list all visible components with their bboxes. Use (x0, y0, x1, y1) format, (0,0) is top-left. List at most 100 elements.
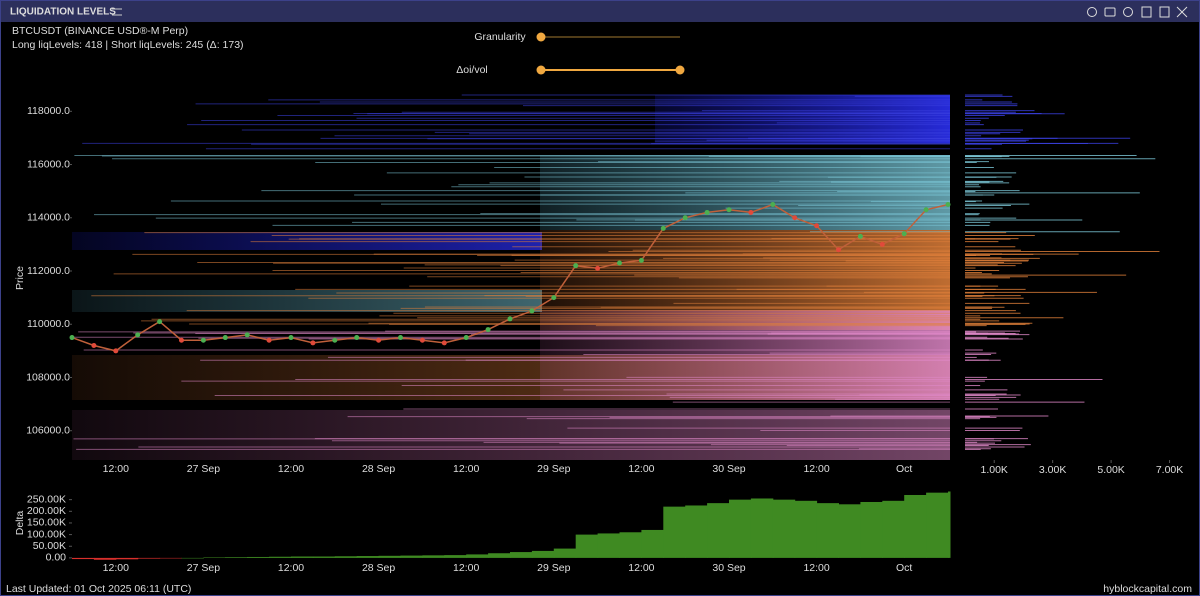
settings-icon[interactable] (112, 8, 122, 16)
price-point (660, 225, 666, 231)
x-tick-label: 29 Sep (537, 463, 570, 475)
y-tick-label: 110000.0 (27, 318, 70, 330)
y-tick-label: 114000.0 (27, 212, 70, 224)
price-point (638, 257, 644, 263)
x-tick-label: 12:00 (278, 562, 304, 574)
delta-area (553, 548, 577, 558)
price-point (463, 335, 469, 341)
y-tick-label: 108000.0 (26, 371, 70, 383)
delta-area (181, 557, 204, 559)
y-tick-label: 112000.0 (27, 265, 70, 277)
x-tick-label: 28 Sep (362, 463, 395, 475)
y-tick-label: 106000.0 (26, 425, 70, 437)
price-point (91, 343, 97, 349)
y-tick-label: 118000.0 (27, 105, 70, 117)
delta-area (444, 555, 467, 558)
delta-area (356, 556, 380, 558)
price-point (69, 335, 75, 341)
price-point (682, 215, 688, 221)
x-tick-label: 27 Sep (187, 463, 220, 475)
x-tick-label: 7.00K (1156, 464, 1183, 476)
toolbar-icons[interactable] (1087, 6, 1188, 18)
x-tick-label: Oct (896, 562, 912, 574)
x-tick-label: 12:00 (628, 463, 654, 475)
price-point (814, 223, 820, 229)
delta-area (816, 503, 839, 558)
control-label: Granularity (474, 31, 526, 43)
x-tick-label: Oct (896, 463, 912, 475)
delta-area (291, 556, 314, 558)
price-point (748, 209, 754, 215)
header-bar (0, 0, 1200, 22)
price-point (792, 215, 798, 221)
slider-knob[interactable] (536, 65, 546, 75)
price-point (419, 337, 425, 343)
price-point (945, 201, 951, 207)
y-tick-label: 100.00K (27, 528, 66, 540)
delta-area (729, 499, 752, 558)
delta-area (641, 529, 664, 558)
y-tick-label: 200.00K (27, 505, 66, 517)
price-point (770, 201, 776, 207)
x-tick-label: 12:00 (453, 463, 479, 475)
delta-area (378, 555, 401, 558)
price-point (113, 348, 119, 354)
price-point (836, 247, 841, 253)
slider-knob[interactable] (675, 65, 685, 75)
y-axis-label: Delta (14, 511, 26, 536)
delta-area (772, 499, 796, 558)
delta-area (488, 553, 511, 558)
y-axis-label: Price (14, 266, 26, 290)
delta-area (115, 557, 139, 560)
control-label: Δoi/vol (456, 64, 488, 76)
delta-area (663, 506, 686, 558)
price-point (857, 233, 863, 239)
slider-knob[interactable] (536, 32, 546, 42)
delta-area (531, 550, 555, 558)
price-point (157, 319, 163, 325)
x-tick-label: 29 Sep (537, 562, 570, 574)
liquidation-bands (72, 94, 1160, 460)
price-point (354, 335, 360, 341)
delta-area (422, 555, 445, 558)
x-tick-label: 30 Sep (712, 562, 745, 574)
x-tick-label: 27 Sep (187, 562, 220, 574)
price-point (485, 327, 491, 333)
x-tick-label: 30 Sep (712, 463, 745, 475)
panel-title: LIQUIDATION LEVELS (10, 7, 116, 18)
price-point (441, 340, 447, 346)
price-point (901, 231, 907, 237)
delta-area (948, 491, 951, 558)
price-point (310, 340, 316, 346)
delta-area (466, 554, 489, 558)
price-point (551, 295, 557, 301)
x-tick-label: 12:00 (103, 562, 129, 574)
delta-area (838, 504, 861, 558)
price-point (704, 209, 710, 215)
price-point (879, 241, 885, 247)
delta-area (269, 556, 292, 558)
y-tick-label: 50.00K (33, 540, 66, 552)
brand: hyblockcapital.com (1103, 583, 1192, 595)
price-point (923, 207, 929, 213)
x-tick-label: 3.00K (1039, 464, 1066, 476)
x-tick-label: 12:00 (803, 562, 829, 574)
x-tick-label: 12:00 (278, 463, 304, 475)
price-point (573, 263, 579, 269)
delta-area (926, 492, 949, 558)
delta-area (312, 556, 336, 558)
x-tick-label: 1.00K (980, 464, 1007, 476)
level-counts: Long liqLevels: 418 | Short liqLevels: 2… (12, 39, 244, 51)
delta-area (72, 557, 95, 560)
price-point (135, 332, 141, 338)
delta-area (225, 557, 248, 558)
price-point (332, 337, 338, 343)
price-point (376, 337, 382, 343)
delta-area (334, 556, 358, 558)
delta-area (510, 552, 533, 558)
price-point (726, 207, 732, 213)
delta-area (619, 532, 642, 558)
delta-area (750, 498, 774, 558)
